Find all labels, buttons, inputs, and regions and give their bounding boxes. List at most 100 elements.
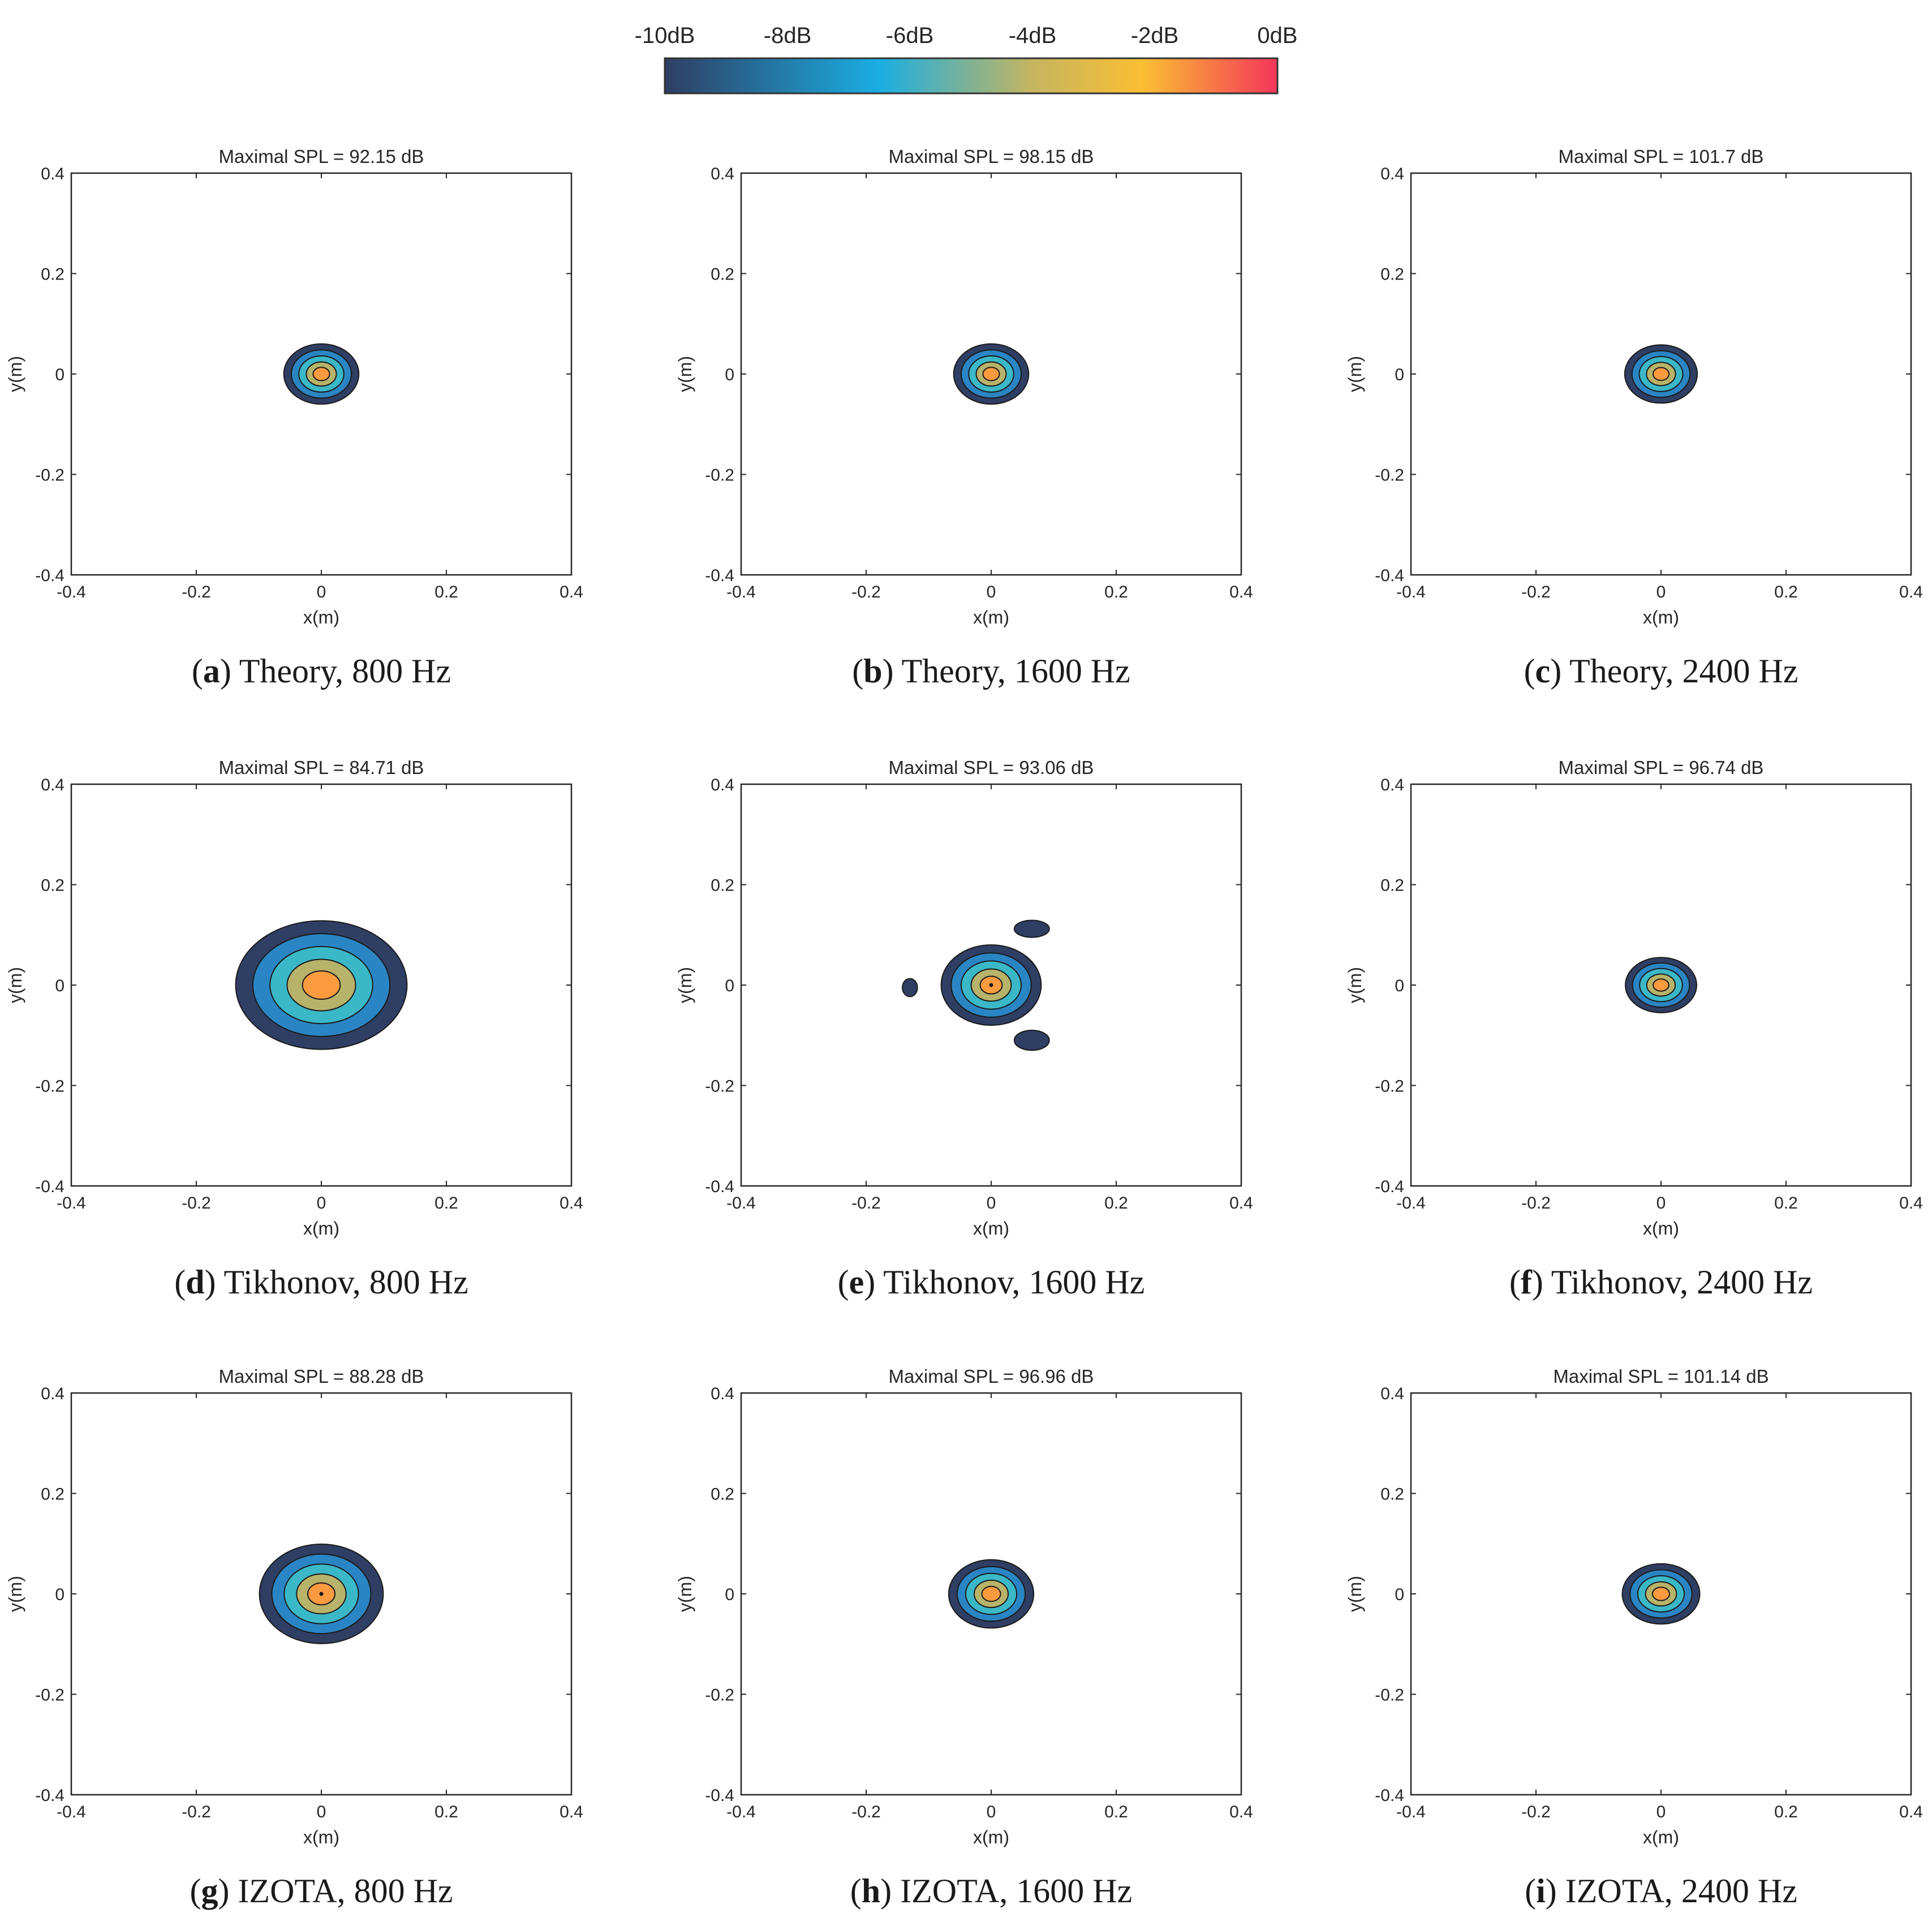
x-axis-label: x(m) [303,1218,339,1239]
caption-letter: c [1535,652,1551,690]
caption-letter: i [1536,1872,1546,1910]
x-tick-label: 0 [987,583,996,601]
caption-paren: ( [850,1872,862,1910]
panel-c: Maximal SPL = 101.7 dB -0.4 -0.2 0 0.2 0.4 0.4… [1345,146,1923,690]
x-axis-label: x(m) [303,1827,339,1847]
x-axis-label: x(m) [303,607,339,627]
x-tick-label: 0 [1656,1194,1666,1213]
side-lobe [1013,1029,1050,1051]
x-tick-label: 0.2 [1774,1194,1798,1213]
x-axis-label: x(m) [1643,1218,1679,1239]
peak-marker [319,1592,324,1596]
x-tick-label: 0.4 [1229,1803,1253,1821]
y-tick-label: 0.4 [41,165,64,183]
panel-g: Maximal SPL = 88.28 dB -0.4 -0.2 0 0.2 0.4 0.4… [5,1366,583,1910]
colorbar-tick-label: -2dB [1131,23,1179,48]
contour-level-5 [1652,367,1670,381]
y-tick-label: 0.4 [41,776,64,794]
x-tick-label: 0 [1656,583,1666,601]
y-tick-label: 0 [725,977,734,995]
contour-level-5 [312,367,330,381]
x-tick-label: -0.4 [57,1803,86,1821]
panel-caption: (d) Tikhonov, 800 Hz [174,1263,468,1301]
y-tick-label: 0.2 [41,1485,64,1504]
colorbar-bar [664,57,1279,94]
x-tick-label: 0.4 [560,1194,583,1213]
panel-caption: (h) IZOTA, 1600 Hz [850,1872,1132,1910]
y-tick-label: 0.2 [1380,876,1404,895]
x-tick-label: 0.4 [1229,1194,1253,1213]
x-axis-label: x(m) [1643,1827,1679,1847]
y-tick-label: 0 [1395,1585,1404,1604]
x-tick-label: 0.2 [1104,1803,1128,1821]
y-tick-label: -0.2 [705,1686,734,1705]
caption-text: ) Theory, 800 Hz [220,652,451,690]
x-tick-label: -0.4 [57,583,86,601]
colorbar-tick-label: -4dB [1009,23,1057,48]
x-axis-label: x(m) [973,1827,1009,1847]
x-tick-label: -0.4 [1396,1803,1426,1821]
y-tick-label: 0 [725,1585,734,1604]
y-tick-label: 0 [1395,366,1404,384]
y-tick-label: -0.4 [705,566,734,585]
y-tick-label: 0.4 [1380,165,1404,183]
x-tick-label: -0.2 [1521,583,1551,601]
x-tick-label: -0.2 [182,583,211,601]
caption-text: ) IZOTA, 2400 Hz [1546,1872,1797,1910]
y-tick-label: 0 [55,1585,64,1604]
y-axis-label: y(m) [5,1576,25,1612]
caption-letter: e [849,1263,864,1301]
colorbar-tick-label: 0dB [1257,23,1297,48]
caption-letter: f [1521,1263,1533,1301]
plot-title: Maximal SPL = 101.7 dB [1559,146,1764,167]
y-tick-label: -0.2 [1375,1077,1404,1096]
y-axis-label: y(m) [5,967,25,1003]
caption-text: ) IZOTA, 800 Hz [218,1872,453,1910]
y-tick-label: -0.4 [35,1177,64,1196]
x-tick-label: -0.4 [726,1803,756,1821]
x-tick-label: 0 [987,1194,996,1213]
y-tick-label: 0 [1395,977,1404,995]
panel-grid: Maximal SPL = 92.15 dB -0.4 -0.2 0 0.2 0.4 0.4… [5,146,1923,1910]
x-tick-label: 0.2 [434,583,458,601]
caption-paren: ( [190,1872,201,1910]
panel-caption: (b) Theory, 1600 Hz [852,652,1130,690]
colorbar: -10dB -8dB -6dB -4dB -2dB 0dB [635,23,1298,94]
x-axis-label: x(m) [973,1218,1009,1239]
contour-level-5 [1651,1587,1671,1601]
y-tick-label: -0.2 [35,466,64,485]
y-tick-label: -0.4 [1375,1786,1404,1805]
caption-paren: ( [838,1263,849,1301]
caption-paren: ( [1524,652,1535,690]
y-tick-label: 0.2 [711,876,734,895]
y-axis-label: y(m) [675,967,695,1003]
caption-letter: h [862,1872,880,1910]
panel-caption: (f) Tikhonov, 2400 Hz [1509,1263,1813,1301]
panel-caption: (e) Tikhonov, 1600 Hz [838,1263,1145,1301]
panel-e: Maximal SPL = 93.06 dB -0.4 -0.2 0 0.2 0.4 0.4… [675,757,1253,1301]
y-tick-label: 0.4 [711,776,734,794]
plot-title: Maximal SPL = 96.96 dB [889,1366,1094,1387]
x-tick-label: 0.4 [1899,1194,1923,1213]
y-tick-label: 0 [725,366,734,384]
x-tick-label: 0.4 [1229,583,1253,601]
x-tick-label: -0.4 [726,583,756,601]
x-tick-label: -0.2 [1521,1803,1551,1821]
y-tick-label: -0.2 [1375,466,1404,485]
x-tick-label: -0.4 [1396,1194,1426,1213]
panel-b: Maximal SPL = 98.15 dB -0.4 -0.2 0 0.2 0.4 0.4… [675,146,1253,690]
y-tick-label: 0 [55,366,64,384]
y-tick-label: -0.2 [1375,1686,1404,1705]
x-tick-label: -0.2 [851,1803,881,1821]
y-tick-label: -0.2 [705,1077,734,1096]
plot-title: Maximal SPL = 92.15 dB [219,146,424,167]
contour-level-5 [982,367,1000,381]
y-tick-label: 0.4 [711,1385,734,1403]
plot-title: Maximal SPL = 96.74 dB [1559,757,1764,778]
y-axis-label: y(m) [1345,967,1365,1003]
y-tick-label: -0.4 [1375,1177,1404,1196]
panel-caption: (i) IZOTA, 2400 Hz [1525,1872,1797,1910]
y-tick-label: 0.4 [41,1385,64,1403]
y-tick-label: 0 [55,977,64,995]
caption-text: ) Tikhonov, 800 Hz [205,1263,468,1301]
